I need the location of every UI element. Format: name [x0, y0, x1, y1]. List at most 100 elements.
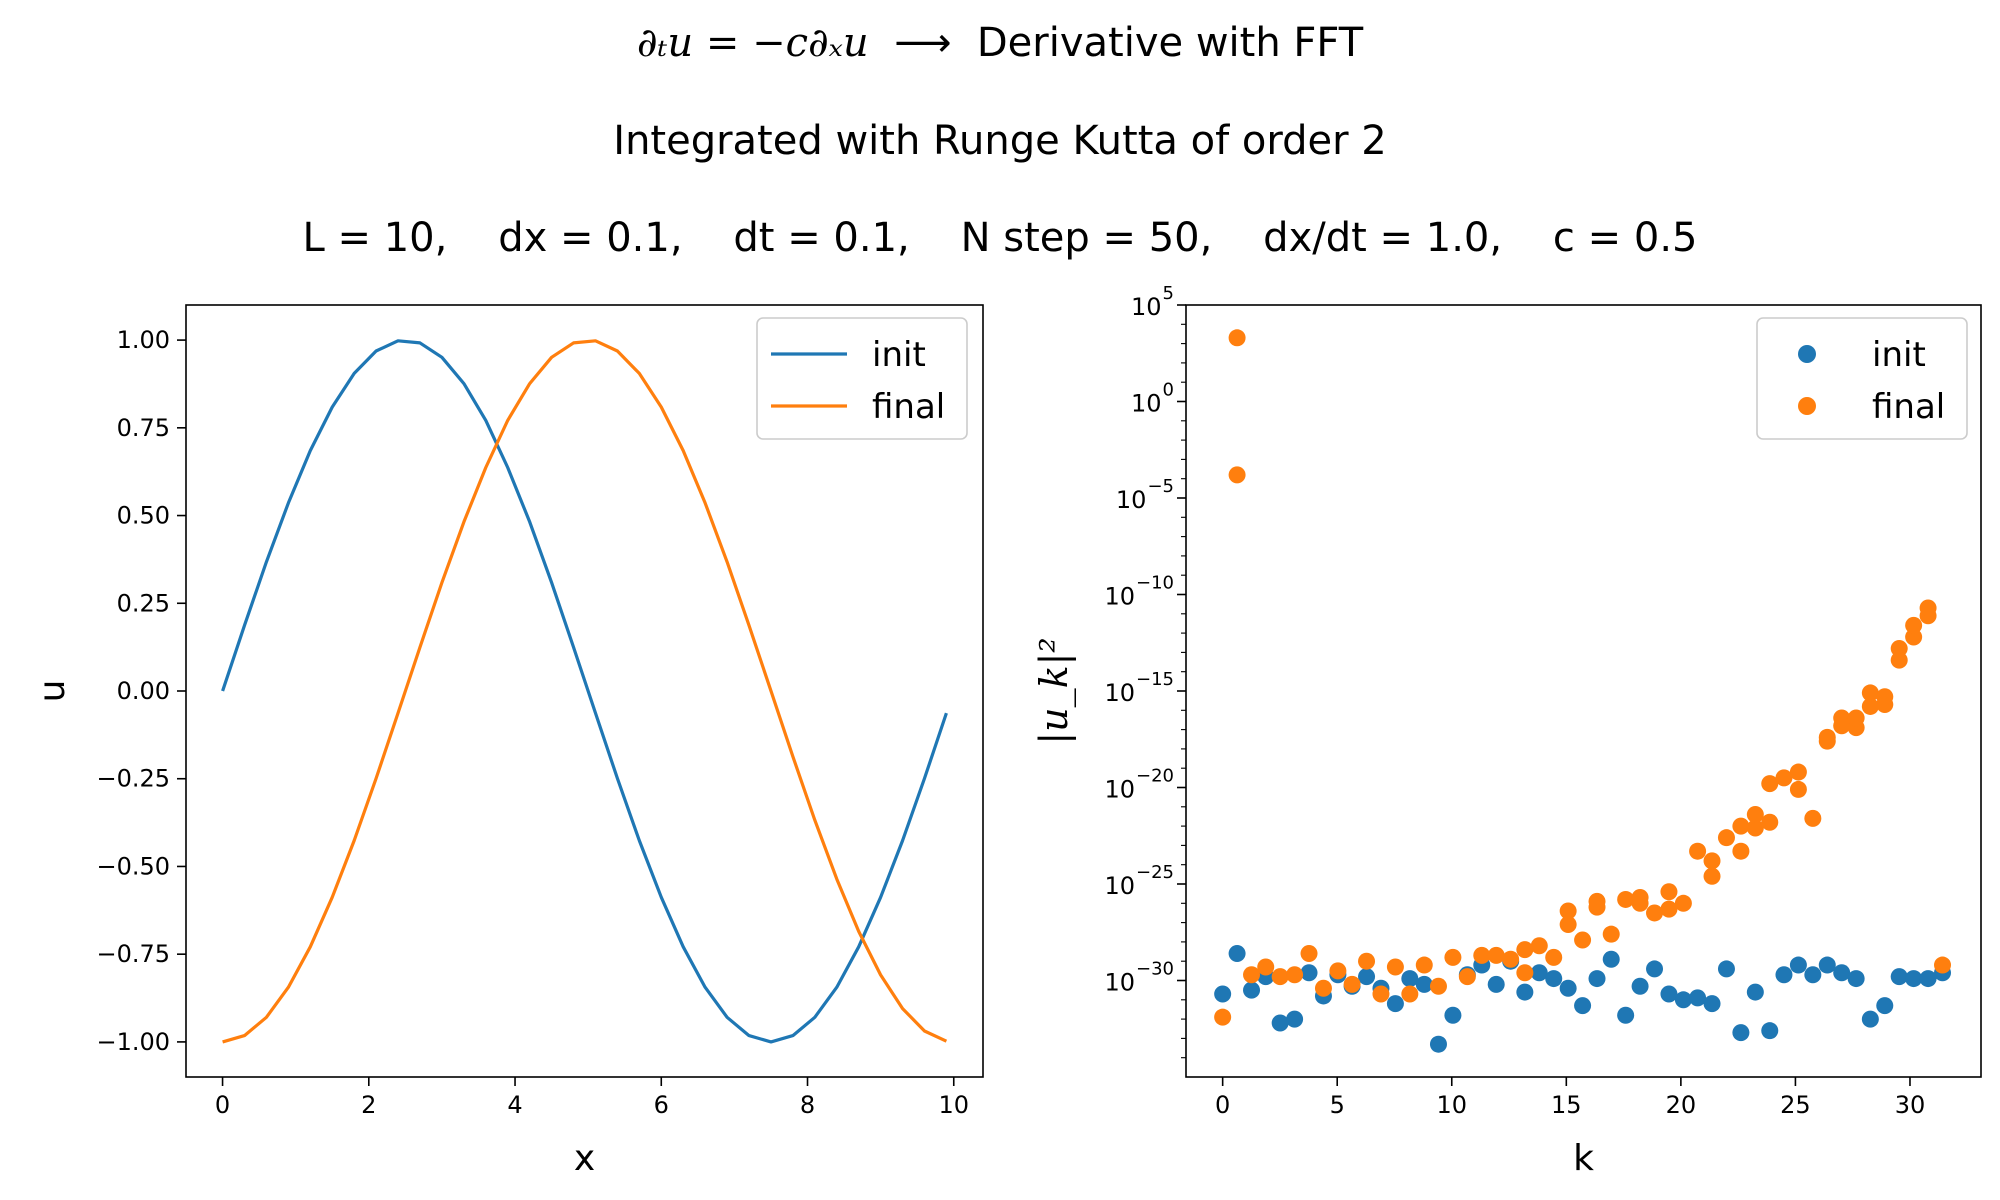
arrow-glyph: ⟶: [894, 20, 952, 66]
scatter-point-final: [1545, 948, 1563, 966]
scatter-point-init: [1271, 1014, 1289, 1032]
scatter-point-init: [1588, 970, 1606, 988]
scatter-point-init: [1919, 970, 1937, 988]
scatter-point-final: [1847, 709, 1865, 727]
scatter-point-final: [1905, 616, 1923, 634]
y-tick-label: −0.25: [96, 765, 170, 793]
scatter-point-final: [1502, 950, 1520, 968]
x-tick-label: 5: [1330, 1091, 1345, 1119]
legend-box: [756, 317, 968, 440]
y-tick-exponent: −5: [1147, 476, 1174, 497]
scatter-point-final: [1516, 964, 1534, 982]
scatter-point-final: [1761, 775, 1779, 793]
left-axes-frame: [185, 304, 984, 1078]
scatter-point-final: [1617, 890, 1635, 908]
scatter-point-final: [1732, 842, 1750, 860]
scatter-point-init: [1818, 956, 1836, 974]
scatter-point-final: [1214, 1008, 1232, 1026]
scatter-point-final: [1861, 684, 1879, 702]
scatter-point-final: [1228, 329, 1246, 347]
x-tick-label: 25: [1780, 1091, 1811, 1119]
scatter-point-final: [1703, 852, 1721, 870]
scatter-point-final: [1775, 769, 1793, 787]
scatter-point-final: [1804, 809, 1822, 827]
x-axis-label: x: [574, 1138, 595, 1179]
x-axis-label: k: [1573, 1138, 1594, 1179]
scatter-point-final: [1559, 916, 1577, 934]
y-axis-label: u: [32, 680, 73, 703]
scatter-point-final: [1732, 817, 1750, 835]
scatter-point-init: [1574, 997, 1592, 1015]
y-tick-base: 10: [1131, 293, 1162, 321]
scatter-point-final: [1358, 952, 1376, 970]
scatter-point-init: [1228, 944, 1246, 962]
y-tick-base: 10: [1104, 583, 1135, 611]
scatter-point-final: [1717, 829, 1735, 847]
equation-text: ∂ₜu = −c∂ₓu: [636, 20, 869, 66]
scatter-point-init: [1761, 1022, 1779, 1040]
legend-label-final: final: [872, 387, 945, 427]
scatter-point-final: [1689, 842, 1707, 860]
scatter-point-init: [1545, 970, 1563, 988]
y-tick-base: 10: [1104, 776, 1135, 804]
scatter-point-init: [1775, 966, 1793, 984]
y-tick-label: −0.75: [96, 940, 170, 968]
scatter-point-final: [1833, 717, 1851, 735]
scatter-point-init: [1300, 964, 1318, 982]
scatter-point-final: [1660, 900, 1678, 918]
scatter-point-init: [1559, 979, 1577, 997]
scatter-point-final: [1674, 894, 1692, 912]
scatter-point-final: [1228, 466, 1246, 484]
scatter-point-final: [1934, 956, 1952, 974]
scatter-point-final: [1703, 867, 1721, 885]
scatter-point-final: [1444, 948, 1462, 966]
x-tick-label: 6: [654, 1091, 669, 1119]
scatter-point-init: [1746, 983, 1764, 1001]
scatter-point-init: [1530, 964, 1548, 982]
scatter-point-init: [1703, 995, 1721, 1013]
scatter-point-init: [1689, 989, 1707, 1007]
scatter-point-init: [1617, 1006, 1635, 1024]
scatter-point-final: [1631, 889, 1649, 907]
scatter-point-final: [1314, 979, 1332, 997]
scatter-point-init: [1516, 983, 1534, 1001]
scatter-point-init: [1444, 1006, 1462, 1024]
scatter-point-init: [1286, 1010, 1304, 1028]
scatter-point-final: [1415, 956, 1433, 974]
x-tick-label: 20: [1666, 1091, 1697, 1119]
x-tick-label: 30: [1895, 1091, 1926, 1119]
y-tick-exponent: −25: [1136, 862, 1174, 883]
scatter-point-final: [1646, 904, 1664, 922]
x-tick-label: 15: [1551, 1091, 1582, 1119]
scatter-point-init: [1429, 1035, 1447, 1053]
scatter-point-final: [1876, 688, 1894, 706]
scatter-point-final: [1746, 806, 1764, 824]
scatter-point-final: [1257, 958, 1275, 976]
scatter-point-init: [1214, 985, 1232, 1003]
suptitle-line-1: ∂ₜu = −c∂ₓu ⟶ Derivative with FFT: [0, 20, 2000, 66]
scatter-point-init: [1890, 968, 1908, 986]
scatter-point-final: [1574, 931, 1592, 949]
y-tick-label: −0.50: [96, 852, 170, 880]
scatter-point-final: [1429, 977, 1447, 995]
y-tick-label: 0.75: [117, 414, 170, 442]
scatter-point-init: [1631, 977, 1649, 995]
scatter-point-init: [1487, 975, 1505, 993]
scatter-point-final: [1861, 697, 1879, 715]
legend-label-init: init: [872, 335, 926, 375]
scatter-point-init: [1674, 991, 1692, 1009]
scatter-point-init: [1732, 1024, 1750, 1042]
scatter-point-init: [1401, 970, 1419, 988]
scatter-point-final: [1300, 944, 1318, 962]
scatter-point-final: [1602, 925, 1620, 943]
scatter-point-final: [1660, 883, 1678, 901]
y-tick-exponent: −15: [1136, 669, 1174, 690]
scatter-point-final: [1789, 780, 1807, 798]
scatter-point-final: [1559, 902, 1577, 920]
y-tick-label: 1.00: [117, 326, 170, 354]
x-tick-label: 8: [800, 1091, 815, 1119]
scatter-point-final: [1919, 599, 1937, 617]
x-tick-label: 2: [361, 1091, 376, 1119]
y-tick-exponent: −20: [1136, 766, 1174, 787]
y-tick-base: 10: [1104, 679, 1135, 707]
